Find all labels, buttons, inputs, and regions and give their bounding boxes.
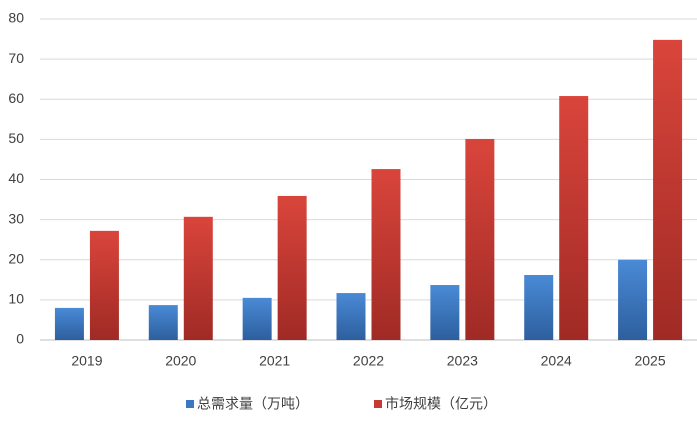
bar — [524, 274, 554, 340]
y-tick-label: 80 — [8, 10, 24, 26]
legend-label: 总需求量（万吨） — [197, 396, 309, 412]
bar — [430, 285, 460, 340]
x-tick-label: 2023 — [447, 353, 478, 369]
y-tick-label: 30 — [8, 210, 24, 226]
y-tick-label: 60 — [8, 90, 24, 106]
y-tick-label: 20 — [8, 250, 24, 266]
y-tick-label: 10 — [8, 291, 24, 307]
bar — [559, 96, 589, 340]
legend-swatch — [374, 400, 382, 408]
bar — [336, 293, 366, 340]
bar — [277, 195, 307, 340]
bar — [89, 230, 119, 340]
bar — [183, 216, 213, 340]
bar — [242, 297, 272, 340]
y-tick-label: 50 — [8, 130, 24, 146]
x-tick-label: 2021 — [259, 353, 290, 369]
bar — [54, 307, 84, 340]
bar — [148, 305, 178, 340]
y-tick-label: 40 — [8, 170, 24, 186]
bar — [371, 169, 401, 340]
x-tick-label: 2020 — [165, 353, 196, 369]
y-tick-label: 0 — [16, 331, 24, 347]
bar — [653, 39, 683, 341]
legend-swatch — [186, 400, 194, 408]
x-tick-label: 2022 — [353, 353, 384, 369]
bar — [465, 138, 495, 340]
y-tick-label: 70 — [8, 50, 24, 66]
x-tick-label: 2024 — [541, 353, 572, 369]
legend-label: 市场规模（亿元） — [385, 396, 497, 412]
x-tick-label: 2019 — [71, 353, 102, 369]
x-tick-label: 2025 — [634, 353, 665, 369]
bar — [618, 259, 648, 340]
